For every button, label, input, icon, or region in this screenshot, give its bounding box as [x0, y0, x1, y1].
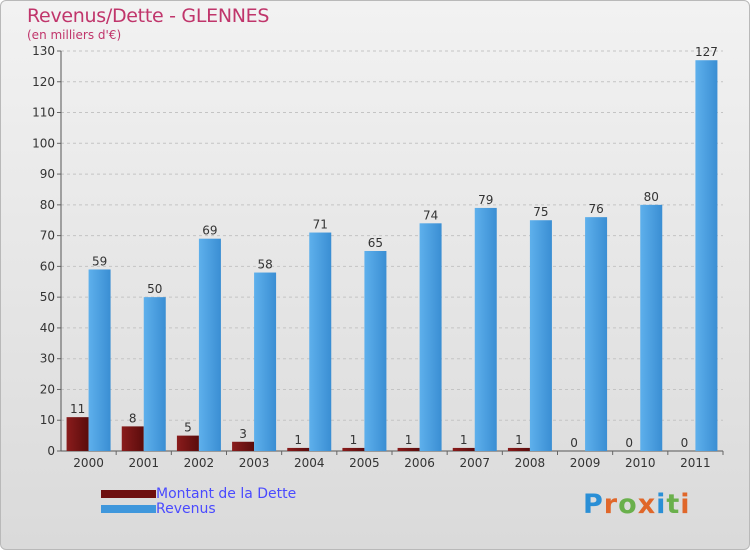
y-tick-label: 20: [40, 382, 55, 396]
bar-debt: [452, 447, 475, 451]
data-label-revenue: 75: [533, 205, 548, 219]
data-label-revenue: 127: [695, 45, 718, 59]
y-tick-label: 130: [32, 44, 55, 58]
data-label-debt: 0: [681, 436, 689, 450]
bar-debt: [507, 447, 530, 451]
bars: [66, 60, 718, 451]
data-label-debt: 5: [184, 421, 192, 435]
data-label-debt: 1: [405, 433, 413, 447]
proxiti-logo: Proxiti: [583, 489, 691, 520]
y-tick-label: 30: [40, 352, 55, 366]
data-label-debt: 3: [239, 427, 247, 441]
x-tick-label: 2000: [73, 456, 104, 470]
data-label-revenue: 80: [644, 190, 659, 204]
data-label-revenue: 59: [92, 254, 107, 268]
data-label-revenue: 69: [202, 224, 217, 238]
data-label-revenue: 50: [147, 282, 162, 296]
x-tick-label: 2010: [625, 456, 656, 470]
y-tick-label: 60: [40, 259, 55, 273]
y-tick-label: 100: [32, 136, 55, 150]
chart-title: Revenus/Dette - GLENNES: [27, 5, 270, 27]
legend-label-revenus: Revenus: [156, 501, 216, 517]
bar-debt: [287, 447, 310, 451]
y-tick-label: 80: [40, 198, 55, 212]
x-tick-label: 2004: [294, 456, 325, 470]
bar-debt: [232, 441, 255, 451]
x-tick-label: 2009: [570, 456, 601, 470]
logo-letter: t: [666, 489, 681, 520]
data-label-debt: 8: [129, 411, 137, 425]
logo-letter: i: [656, 489, 667, 520]
bar-revenue: [198, 238, 221, 451]
bar-debt: [66, 417, 89, 451]
x-tick-label: 2008: [515, 456, 546, 470]
x-tick-label: 2005: [349, 456, 380, 470]
y-tick-label: 40: [40, 321, 55, 335]
bar-revenue: [254, 272, 277, 451]
data-label-revenue: 79: [478, 193, 493, 207]
data-label-debt: 11: [70, 402, 85, 416]
x-tick-label: 2007: [459, 456, 490, 470]
bar-revenue: [529, 220, 552, 451]
bar-revenue: [364, 251, 387, 451]
data-label-debt: 1: [294, 433, 302, 447]
legend-swatch-revenus: [101, 505, 156, 513]
y-tick-label: 120: [32, 75, 55, 89]
y-tick-label: 110: [32, 106, 55, 120]
data-label-revenue: 71: [313, 218, 328, 232]
x-tick-label: 2001: [128, 456, 159, 470]
data-label-debt: 1: [460, 433, 468, 447]
bar-revenue: [585, 217, 608, 451]
data-label-debt: 0: [625, 436, 633, 450]
bar-revenue: [419, 223, 442, 451]
y-tick-label: 90: [40, 167, 55, 181]
y-tick-label: 70: [40, 229, 55, 243]
bar-revenue: [474, 207, 497, 451]
y-tick-label: 10: [40, 413, 55, 427]
logo-letter: o: [618, 489, 638, 520]
logo-letter: i: [680, 489, 691, 520]
logo-letter: P: [583, 489, 604, 520]
data-label-debt: 1: [515, 433, 523, 447]
bar-debt: [397, 447, 420, 451]
logo-letter: r: [603, 489, 619, 520]
bar-revenue: [88, 269, 111, 451]
legend-swatch-dette: [101, 490, 156, 498]
bar-revenue: [640, 204, 663, 451]
legend-label-dette: Montant de la Dette: [156, 486, 297, 502]
bar-debt: [121, 426, 144, 451]
bar-revenue: [143, 297, 166, 451]
bar-debt: [176, 435, 199, 451]
data-label-revenue: 74: [423, 208, 438, 222]
x-tick-label: 2006: [404, 456, 435, 470]
bar-debt: [342, 447, 365, 451]
gridlines: [61, 50, 723, 452]
y-tick-label: 0: [47, 444, 55, 458]
data-label-revenue: 58: [257, 258, 272, 272]
bar-revenue: [695, 60, 718, 451]
logo-letter: x: [637, 489, 657, 520]
data-label-revenue: 65: [368, 236, 383, 250]
data-label-debt: 1: [350, 433, 358, 447]
data-labels: 11 59 8 50 5 69 3 58 1 71 1 65 1 74 1 79 1 75 0 76 0 80 0 127: [70, 45, 718, 450]
data-label-revenue: 76: [588, 202, 603, 216]
data-label-debt: 0: [570, 436, 578, 450]
x-tick-label: 2002: [184, 456, 215, 470]
y-tick-label: 50: [40, 290, 55, 304]
chart-subtitle: (en milliers d'€): [27, 28, 122, 42]
x-tick-label: 2003: [239, 456, 270, 470]
x-tick-label: 2011: [680, 456, 711, 470]
bar-revenue: [309, 232, 332, 451]
